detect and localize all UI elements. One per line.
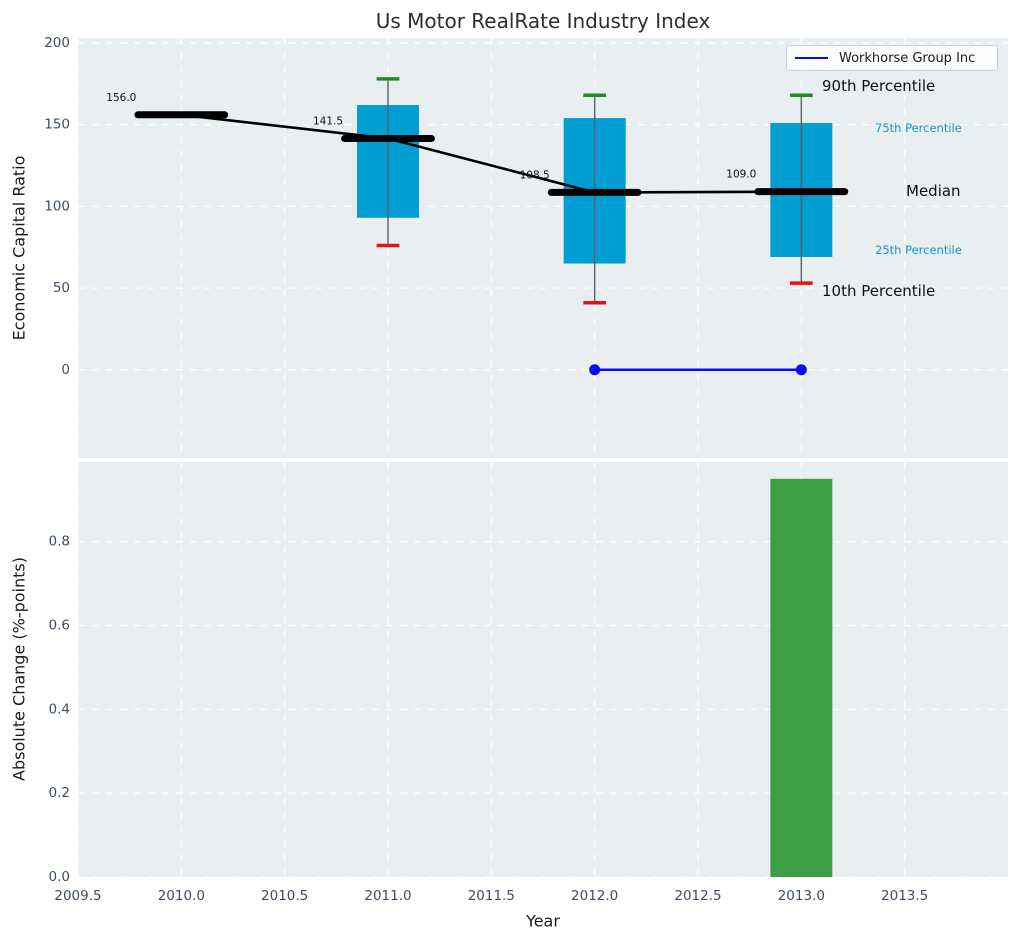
- x-tick-label: 2011.5: [468, 888, 515, 904]
- chart-title: Us Motor RealRate Industry Index: [375, 9, 711, 33]
- x-tick-label: 2012.0: [571, 888, 618, 904]
- median-line: [181, 113, 802, 194]
- y-tick-label-top: 100: [44, 198, 70, 214]
- annotation-90th-percentile: 90th Percentile: [822, 77, 935, 95]
- x-tick-label: 2010.5: [261, 888, 308, 904]
- median-value-label-2013: 109.0: [726, 169, 756, 181]
- x-axis-label: Year: [526, 911, 560, 931]
- annotation-median: Median: [906, 182, 961, 200]
- axes-background-bottom: [78, 462, 1008, 877]
- median-value-label-2012: 108.5: [520, 169, 550, 181]
- legend-line-sample: [795, 57, 828, 59]
- y-axis-label-top: Economic Capital Ratio: [9, 155, 29, 341]
- axes-background-top: [78, 38, 1008, 458]
- annotation-75th-percentile: 75th Percentile: [875, 121, 962, 135]
- y-axis-label-bottom: Absolute Change (%-points): [9, 557, 29, 781]
- change-bar-2013: [770, 478, 833, 877]
- x-tick-label: 2009.5: [54, 888, 101, 904]
- y-tick-label-top: 200: [44, 35, 70, 51]
- y-tick-label-top: 0: [61, 362, 70, 378]
- workhorse-marker-2013: [795, 364, 807, 376]
- y-tick-label-bottom: 0.0: [49, 869, 70, 885]
- workhorse-marker-2012: [589, 364, 601, 376]
- annotation-10th-percentile: 10th Percentile: [822, 282, 935, 300]
- x-tick-label: 2010.0: [158, 888, 205, 904]
- y-tick-label-top: 150: [44, 117, 70, 133]
- median-value-label-2011: 141.5: [313, 116, 343, 128]
- x-tick-label: 2013.5: [881, 888, 928, 904]
- legend: Workhorse Group Inc: [786, 45, 998, 71]
- annotation-25th-percentile: 25th Percentile: [875, 243, 962, 257]
- x-tick-label: 2012.5: [674, 888, 721, 904]
- y-tick-label-bottom: 0.4: [49, 701, 70, 717]
- median-value-label-2010: 156.0: [106, 92, 136, 104]
- y-tick-label-top: 50: [53, 280, 70, 296]
- y-tick-label-bottom: 0.2: [49, 785, 70, 801]
- legend-label: Workhorse Group Inc: [839, 50, 976, 66]
- x-tick-label: 2011.0: [364, 888, 411, 904]
- y-tick-label-bottom: 0.6: [49, 617, 70, 633]
- x-tick-label: 2013.0: [778, 888, 825, 904]
- y-tick-label-bottom: 0.8: [49, 534, 70, 550]
